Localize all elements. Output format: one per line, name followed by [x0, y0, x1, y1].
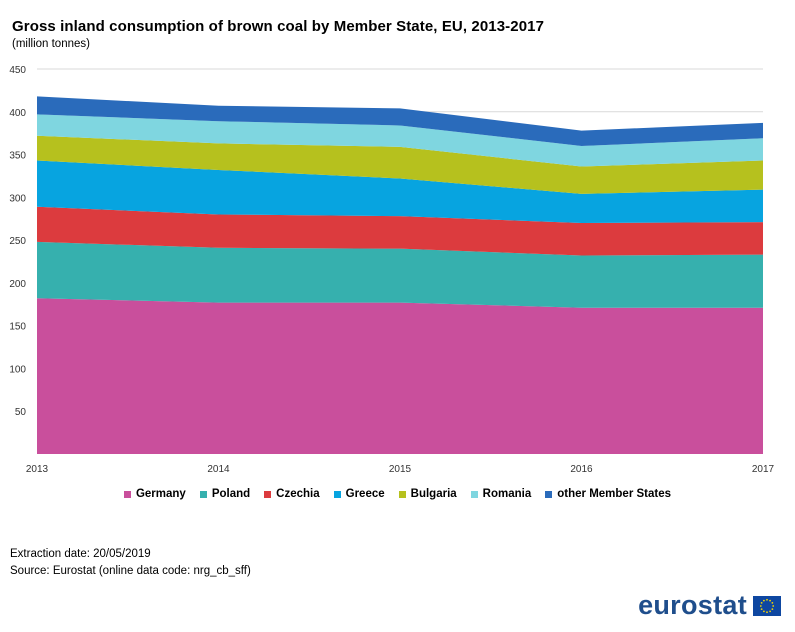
y-tick-label: 350 [9, 151, 26, 162]
area-bulgaria [37, 135, 763, 194]
x-tick-label: 2016 [570, 464, 593, 475]
area-germany [37, 298, 763, 454]
area-other-member-states [37, 96, 763, 146]
y-tick-label: 100 [9, 364, 26, 375]
legend-item: Romania [470, 488, 532, 500]
legend-item: Poland [199, 488, 251, 500]
x-tick-label: 2017 [752, 464, 775, 475]
source-note: Source: Eurostat (online data code: nrg_… [10, 565, 251, 577]
legend-label: Czechia [276, 488, 320, 500]
area-poland [37, 241, 763, 308]
legend-item: other Member States [545, 488, 671, 500]
flag-star [763, 609, 765, 612]
legend-item: Czechia [264, 488, 320, 500]
eu-flag-icon [753, 595, 781, 616]
chart-legend: Germany Poland Czechia Greece Bulgaria Romani… [0, 488, 795, 500]
y-tick-label: 150 [9, 322, 26, 333]
legend-label: Poland [211, 488, 251, 500]
y-tick-label: 400 [9, 108, 26, 119]
y-tick-label: 450 [9, 65, 26, 76]
area-greece [37, 160, 763, 223]
chart-title: Gross inland consumption of brown coal b… [12, 18, 545, 35]
x-tick-label: 2015 [389, 464, 412, 475]
y-tick-label: 200 [9, 279, 26, 290]
legend-label: Romania [482, 488, 532, 500]
legend-item: Germany [123, 488, 186, 500]
y-tick-label: 50 [15, 407, 27, 418]
flag-star [766, 610, 768, 613]
flag-star [760, 607, 763, 610]
area-czechia [37, 206, 763, 256]
flag-star [769, 599, 771, 602]
flag-star [771, 601, 774, 604]
y-tick-label: 300 [9, 193, 26, 204]
flag-star [766, 598, 768, 601]
legend-swatch [545, 490, 553, 498]
flag-star [771, 607, 774, 610]
y-tick-label: 250 [9, 236, 26, 247]
legend-label: Greece [345, 488, 385, 500]
legend-swatch [123, 490, 131, 498]
flag-star [772, 604, 775, 607]
x-tick-label: 2013 [26, 464, 49, 475]
flag-star [769, 609, 771, 612]
legend-label: Bulgaria [410, 488, 457, 500]
legend-label: other Member States [557, 488, 672, 500]
eurostat-logo: eurostat [638, 590, 781, 621]
legend-item: Greece [333, 488, 385, 500]
legend-swatch [333, 490, 341, 498]
stacked-area-chart: 50 100 150 200 250 300 350 400 450 2013 2014 2015 20… [9, 65, 775, 475]
legend-item: Bulgaria [398, 488, 457, 500]
eurostat-logo-text: eurostat [638, 590, 747, 620]
chart-subtitle: (million tonnes) [12, 38, 90, 50]
flag-background [753, 595, 781, 616]
flag-star [759, 604, 762, 607]
legend-swatch [398, 490, 406, 498]
legend-label: Germany [135, 488, 186, 500]
flag-star [763, 599, 765, 602]
legend-swatch [470, 490, 478, 498]
extraction-date: Extraction date: 20/05/2019 [10, 548, 151, 560]
legend-swatch [199, 490, 207, 498]
x-tick-label: 2014 [207, 464, 230, 475]
flag-star [760, 601, 763, 604]
area-romania [37, 114, 763, 167]
legend-swatch [264, 490, 272, 498]
